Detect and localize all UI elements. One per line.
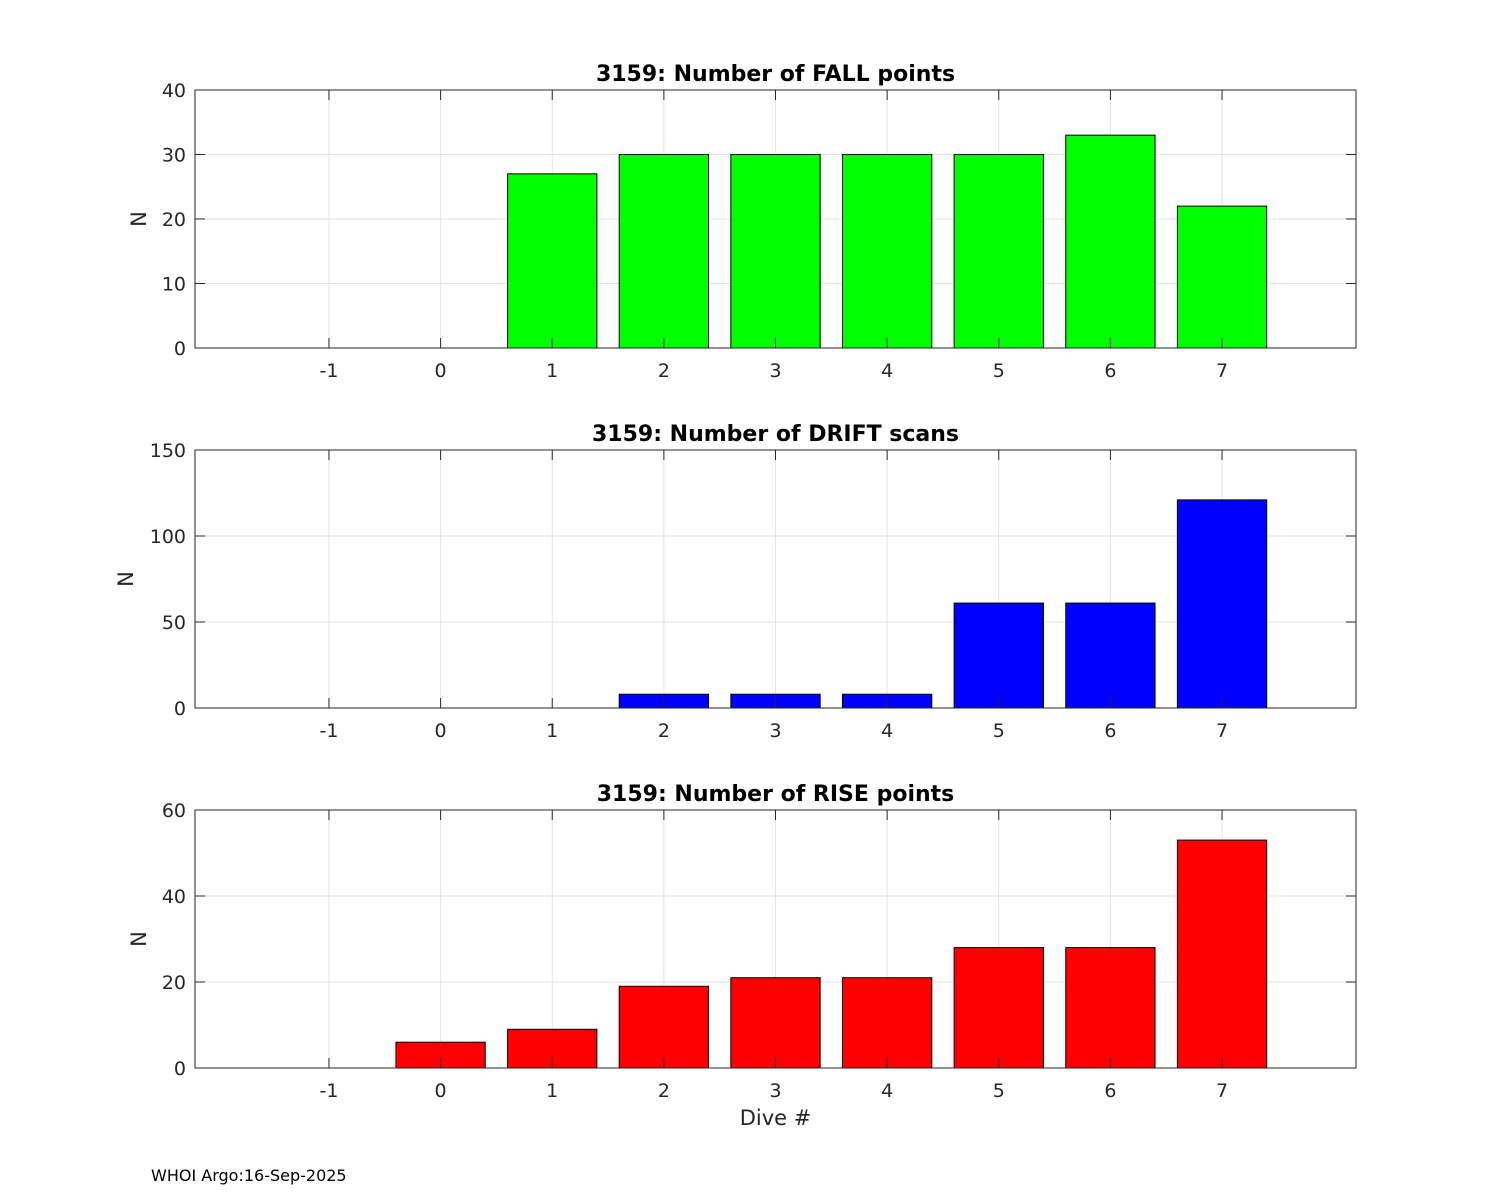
bar-rise-dive-6 [1065,947,1156,1069]
bar-drift-dive-7 [1176,499,1268,709]
chart-rise: -1 0 1 2 3 4 5 6 7 0 20 40 60 3159: Number of RISE po… [127,782,1357,1130]
x-tick-label: 7 [1216,720,1228,742]
bar-rise-dive-2 [618,985,710,1069]
x-tick-label: 5 [993,720,1005,742]
x-tick-label: 2 [658,360,670,382]
bar-fall-dive-4 [841,154,933,349]
x-tick-label: -1 [319,1080,338,1102]
x-tick-label: 3 [769,1080,781,1102]
x-tick-label: 0 [435,360,447,382]
x-tick-label: 0 [435,720,447,742]
y-tick-label: 10 [162,274,186,296]
bar-rise-dive-4 [841,977,933,1069]
x-tick-label: 6 [1104,720,1116,742]
x-tick-label: 2 [658,720,670,742]
y-axis-label-fall: N [127,211,151,227]
x-tick-label: 0 [435,1080,447,1102]
bar-fall-dive-3 [730,154,821,349]
x-tick-label: 1 [546,1080,558,1102]
x-tick-label: 1 [546,720,558,742]
bar-rise-dive-5 [953,947,1044,1069]
bar-drift-dive-5 [953,602,1044,709]
y-tick-label: 40 [162,886,186,908]
y-tick-label: 150 [150,440,186,462]
y-tick-label: 0 [174,698,186,720]
y-tick-label: 60 [162,800,186,822]
y-axis-label-rise: N [127,931,151,947]
chart-fall: -1 0 1 2 3 4 5 6 7 0 10 20 30 40 3159: Number of FALL … [127,62,1357,382]
y-tick-label: 0 [174,1058,186,1080]
chart-title-drift: 3159: Number of DRIFT scans [592,422,959,447]
y-tick-label: 20 [162,209,186,231]
x-tick-label: -1 [319,720,338,742]
x-tick-label: 1 [546,360,558,382]
x-tick-label: 7 [1216,1080,1228,1102]
x-tick-label: 7 [1216,360,1228,382]
y-tick-label: 100 [150,526,186,548]
x-tick-label: 5 [993,1080,1005,1102]
x-tick-label: 4 [881,720,893,742]
x-tick-label: 6 [1104,1080,1116,1102]
bar-fall-dive-1 [507,173,598,349]
x-tick-label: -1 [319,360,338,382]
bar-rise-dive-3 [730,977,821,1069]
bar-fall-dive-7 [1176,205,1268,349]
y-tick-label: 0 [174,338,186,360]
x-tick-label: 5 [993,360,1005,382]
bar-fall-dive-2 [618,154,710,349]
bar-fall-dive-6 [1065,134,1156,349]
chart-drift: -1 0 1 2 3 4 5 6 7 0 50 100 150 3159: Number of DRIFT… [114,422,1357,742]
bar-rise-dive-7 [1176,839,1268,1069]
y-tick-label: 30 [162,145,186,167]
x-axis-label-rise: Dive # [740,1106,812,1130]
x-tick-label: 4 [881,1080,893,1102]
chart-title-rise: 3159: Number of RISE points [597,782,955,807]
y-tick-label: 20 [162,972,186,994]
bar-drift-dive-6 [1065,602,1156,709]
x-tick-label: 3 [769,720,781,742]
x-tick-label: 6 [1104,360,1116,382]
x-tick-label: 4 [881,360,893,382]
y-tick-label: 40 [162,80,186,102]
chart-title-fall: 3159: Number of FALL points [596,62,955,87]
y-tick-label: 50 [162,612,186,634]
bar-fall-dive-5 [953,154,1044,349]
x-tick-label: 3 [769,360,781,382]
footer-timestamp: WHOI Argo:16-Sep-2025 [151,1166,347,1185]
y-axis-label-drift: N [114,571,138,587]
x-tick-label: 2 [658,1080,670,1102]
